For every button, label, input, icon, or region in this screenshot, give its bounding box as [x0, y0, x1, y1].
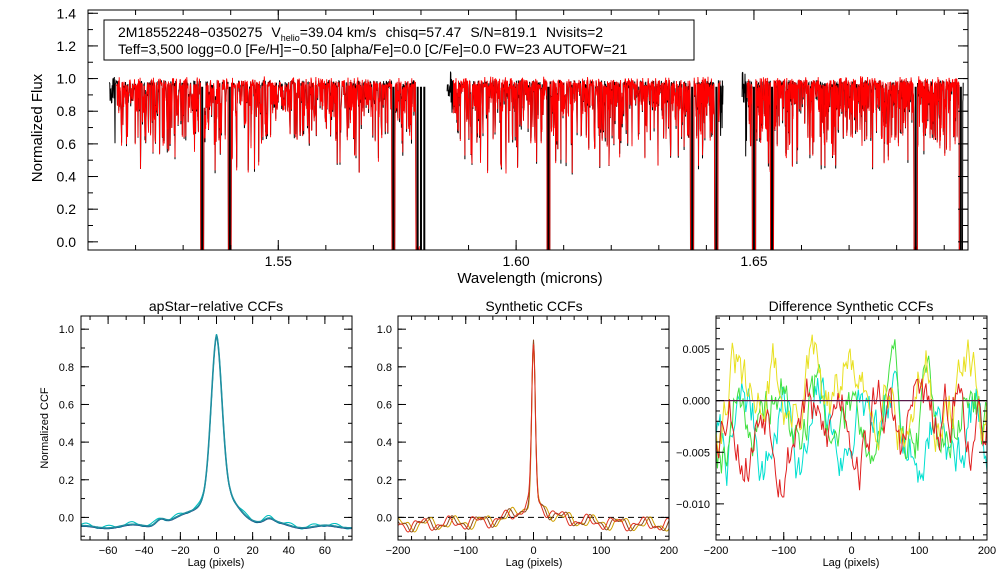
spectrum-xlabel: Wavelength (microns) [457, 270, 602, 287]
apstar-ccf-ticks [81, 316, 352, 540]
difference-ccf-xtick-label: 100 [910, 545, 928, 557]
difference-ccf-xlabel: Lag (pixels) [823, 557, 880, 569]
apstar-ccf-xtick-label: 0 [213, 545, 219, 557]
annotation-line-2: Teff=3,500 logg=0.0 [Fe/H]=−0.50 [alpha/… [118, 41, 627, 57]
spectrum-ytick-label: 0.2 [57, 201, 77, 217]
synthetic-ccf-xlabel: Lag (pixels) [506, 557, 563, 569]
difference-ccf-xtick-label: −200 [704, 545, 729, 557]
annotation-vhelio: =39.04 km/s [300, 24, 377, 40]
synthetic-ccf-title: Synthetic CCFs [485, 298, 582, 314]
difference-ccf-panel: Difference Synthetic CCFs −0.010 −0.005 … [676, 298, 996, 569]
synthetic-ccf-ytick-label: 1.0 [377, 324, 392, 336]
synthetic-ccf-ytick-label: 0.4 [377, 437, 392, 449]
apstar-ccf-xtick-label: −20 [171, 545, 190, 557]
difference-ccf-title: Difference Synthetic CCFs [769, 298, 934, 314]
annotation-sn: S/N=819.1 [470, 24, 537, 40]
apstar-ccf-ytick-label: 0.0 [59, 512, 74, 524]
difference-ccf-line-1 [716, 370, 987, 486]
synthetic-ccf-line-3 [398, 343, 669, 533]
difference-ccf-xtick-label: 200 [978, 545, 996, 557]
apstar-ccf-ytick-label: 1.0 [59, 324, 74, 336]
synthetic-ccf-panel: Synthetic CCFs 0.0 0.2 0.4 0.6 0.8 1.0 −… [377, 298, 678, 569]
spectrum-ytick-label: 0.6 [57, 136, 77, 152]
apstar-ccf-line-1 [81, 333, 352, 530]
spectrum-ytick-label: 0.4 [57, 169, 77, 185]
annotation-v-sub: helio [281, 33, 300, 43]
apstar-ccf-xtick-label: 60 [319, 545, 331, 557]
annotation-box [103, 19, 695, 61]
synthetic-ccf-xtick-label: −200 [386, 545, 411, 557]
spectrum-curves [108, 71, 964, 250]
spectrum-model-line [452, 76, 721, 250]
difference-ccf-line-4 [716, 378, 987, 498]
apstar-ccf-frame [80, 315, 353, 541]
spectrum-frame [87, 9, 969, 251]
difference-ccf-ticks [715, 316, 988, 540]
spectrum-model-line [746, 76, 962, 250]
annotation-v: V [271, 24, 281, 40]
annotation-star-id: 2M18552248−0350275 [118, 24, 263, 40]
difference-ccf-line-3 [716, 334, 987, 458]
apstar-ccf-xlabel: Lag (pixels) [188, 557, 245, 569]
apstar-ccf-line-2 [81, 335, 352, 530]
spectrum-ytick-label: 0.0 [57, 234, 77, 250]
synthetic-ccf-ytick-label: 0.8 [377, 362, 392, 374]
apstar-ccf-line-3 [81, 334, 352, 529]
synthetic-ccf-ytick-label: 0.2 [377, 475, 392, 487]
apstar-ccf-ytick-label: 0.6 [59, 399, 74, 411]
annotation-nvisits: Nvisits=2 [546, 24, 603, 40]
apstar-ccf-ytick-label: 0.2 [59, 475, 74, 487]
apstar-ccf-ytick-label: 0.8 [59, 362, 74, 374]
synthetic-ccf-xtick-label: 100 [592, 545, 610, 557]
spectrum-ytick-label: 1.0 [57, 71, 77, 87]
spectrum-panel: 0.0 0.2 0.4 0.6 0.8 1.0 1.2 1.4 1.55 1.6… [29, 5, 969, 287]
spectrum-xtick-label: 1.60 [502, 253, 529, 269]
synthetic-ccf-ticks [397, 316, 670, 540]
difference-ccf-xtick-label: 0 [848, 545, 854, 557]
apstar-ccf-xtick-label: 20 [247, 545, 259, 557]
annotation-chisq: chisq=57.47 [385, 24, 461, 40]
synthetic-ccf-ytick-label: 0.6 [377, 399, 392, 411]
difference-ccf-ytick-label: 0.000 [682, 396, 710, 408]
synthetic-ccf-xtick-label: 0 [530, 545, 536, 557]
spectrum-ticks [87, 10, 968, 250]
spectrum-xtick-label: 1.55 [265, 253, 292, 269]
spectrum-ytick-label: 1.4 [57, 5, 77, 21]
synthetic-ccf-curves [398, 339, 669, 533]
synthetic-ccf-ytick-label: 0.0 [377, 512, 392, 524]
difference-ccf-curves [716, 334, 987, 498]
spectrum-ytick-label: 0.8 [57, 103, 77, 119]
apstar-ccf-ylabel: Normalized CCF [39, 387, 51, 469]
synthetic-ccf-xtick-label: 200 [660, 545, 678, 557]
annotation-line-1: 2M18552248−0350275 Vhelio=39.04 km/s chisq… [118, 24, 603, 43]
synthetic-ccf-line-1 [398, 343, 669, 533]
spectrum-ytick-label: 1.2 [57, 38, 77, 54]
apstar-ccf-xtick-label: −40 [135, 545, 154, 557]
apstar-ccf-xtick-label: −60 [99, 545, 118, 557]
apstar-ccf-panel: apStar−relative CCFs 0.0 0.2 0.4 0.6 0.8… [39, 298, 353, 569]
apstar-ccf-title: apStar−relative CCFs [149, 298, 283, 314]
difference-ccf-ytick-label: 0.005 [682, 344, 710, 356]
difference-ccf-xtick-label: −100 [771, 545, 796, 557]
difference-ccf-ytick-label: −0.010 [676, 499, 710, 511]
spectrum-xtick-label: 1.65 [740, 253, 767, 269]
synthetic-ccf-line-2 [398, 339, 669, 533]
apstar-ccf-xtick-label: 40 [283, 545, 295, 557]
difference-ccf-ytick-label: −0.005 [676, 447, 710, 459]
spectrum-model-line [115, 76, 421, 250]
apstar-ccf-curves [81, 333, 352, 530]
synthetic-ccf-xtick-label: −100 [453, 545, 478, 557]
spectrum-ylabel: Normalized Flux [29, 73, 46, 182]
apstar-ccf-ytick-label: 0.4 [59, 437, 74, 449]
